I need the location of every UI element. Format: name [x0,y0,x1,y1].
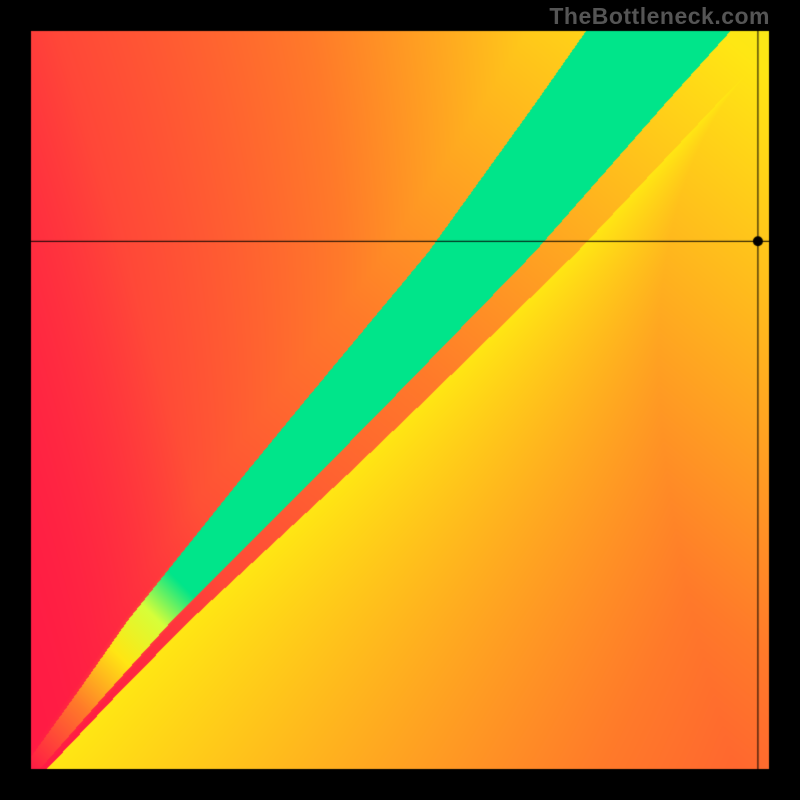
chart-stage: TheBottleneck.com [0,0,800,800]
bottleneck-heatmap [0,0,800,800]
watermark-text: TheBottleneck.com [549,3,770,30]
